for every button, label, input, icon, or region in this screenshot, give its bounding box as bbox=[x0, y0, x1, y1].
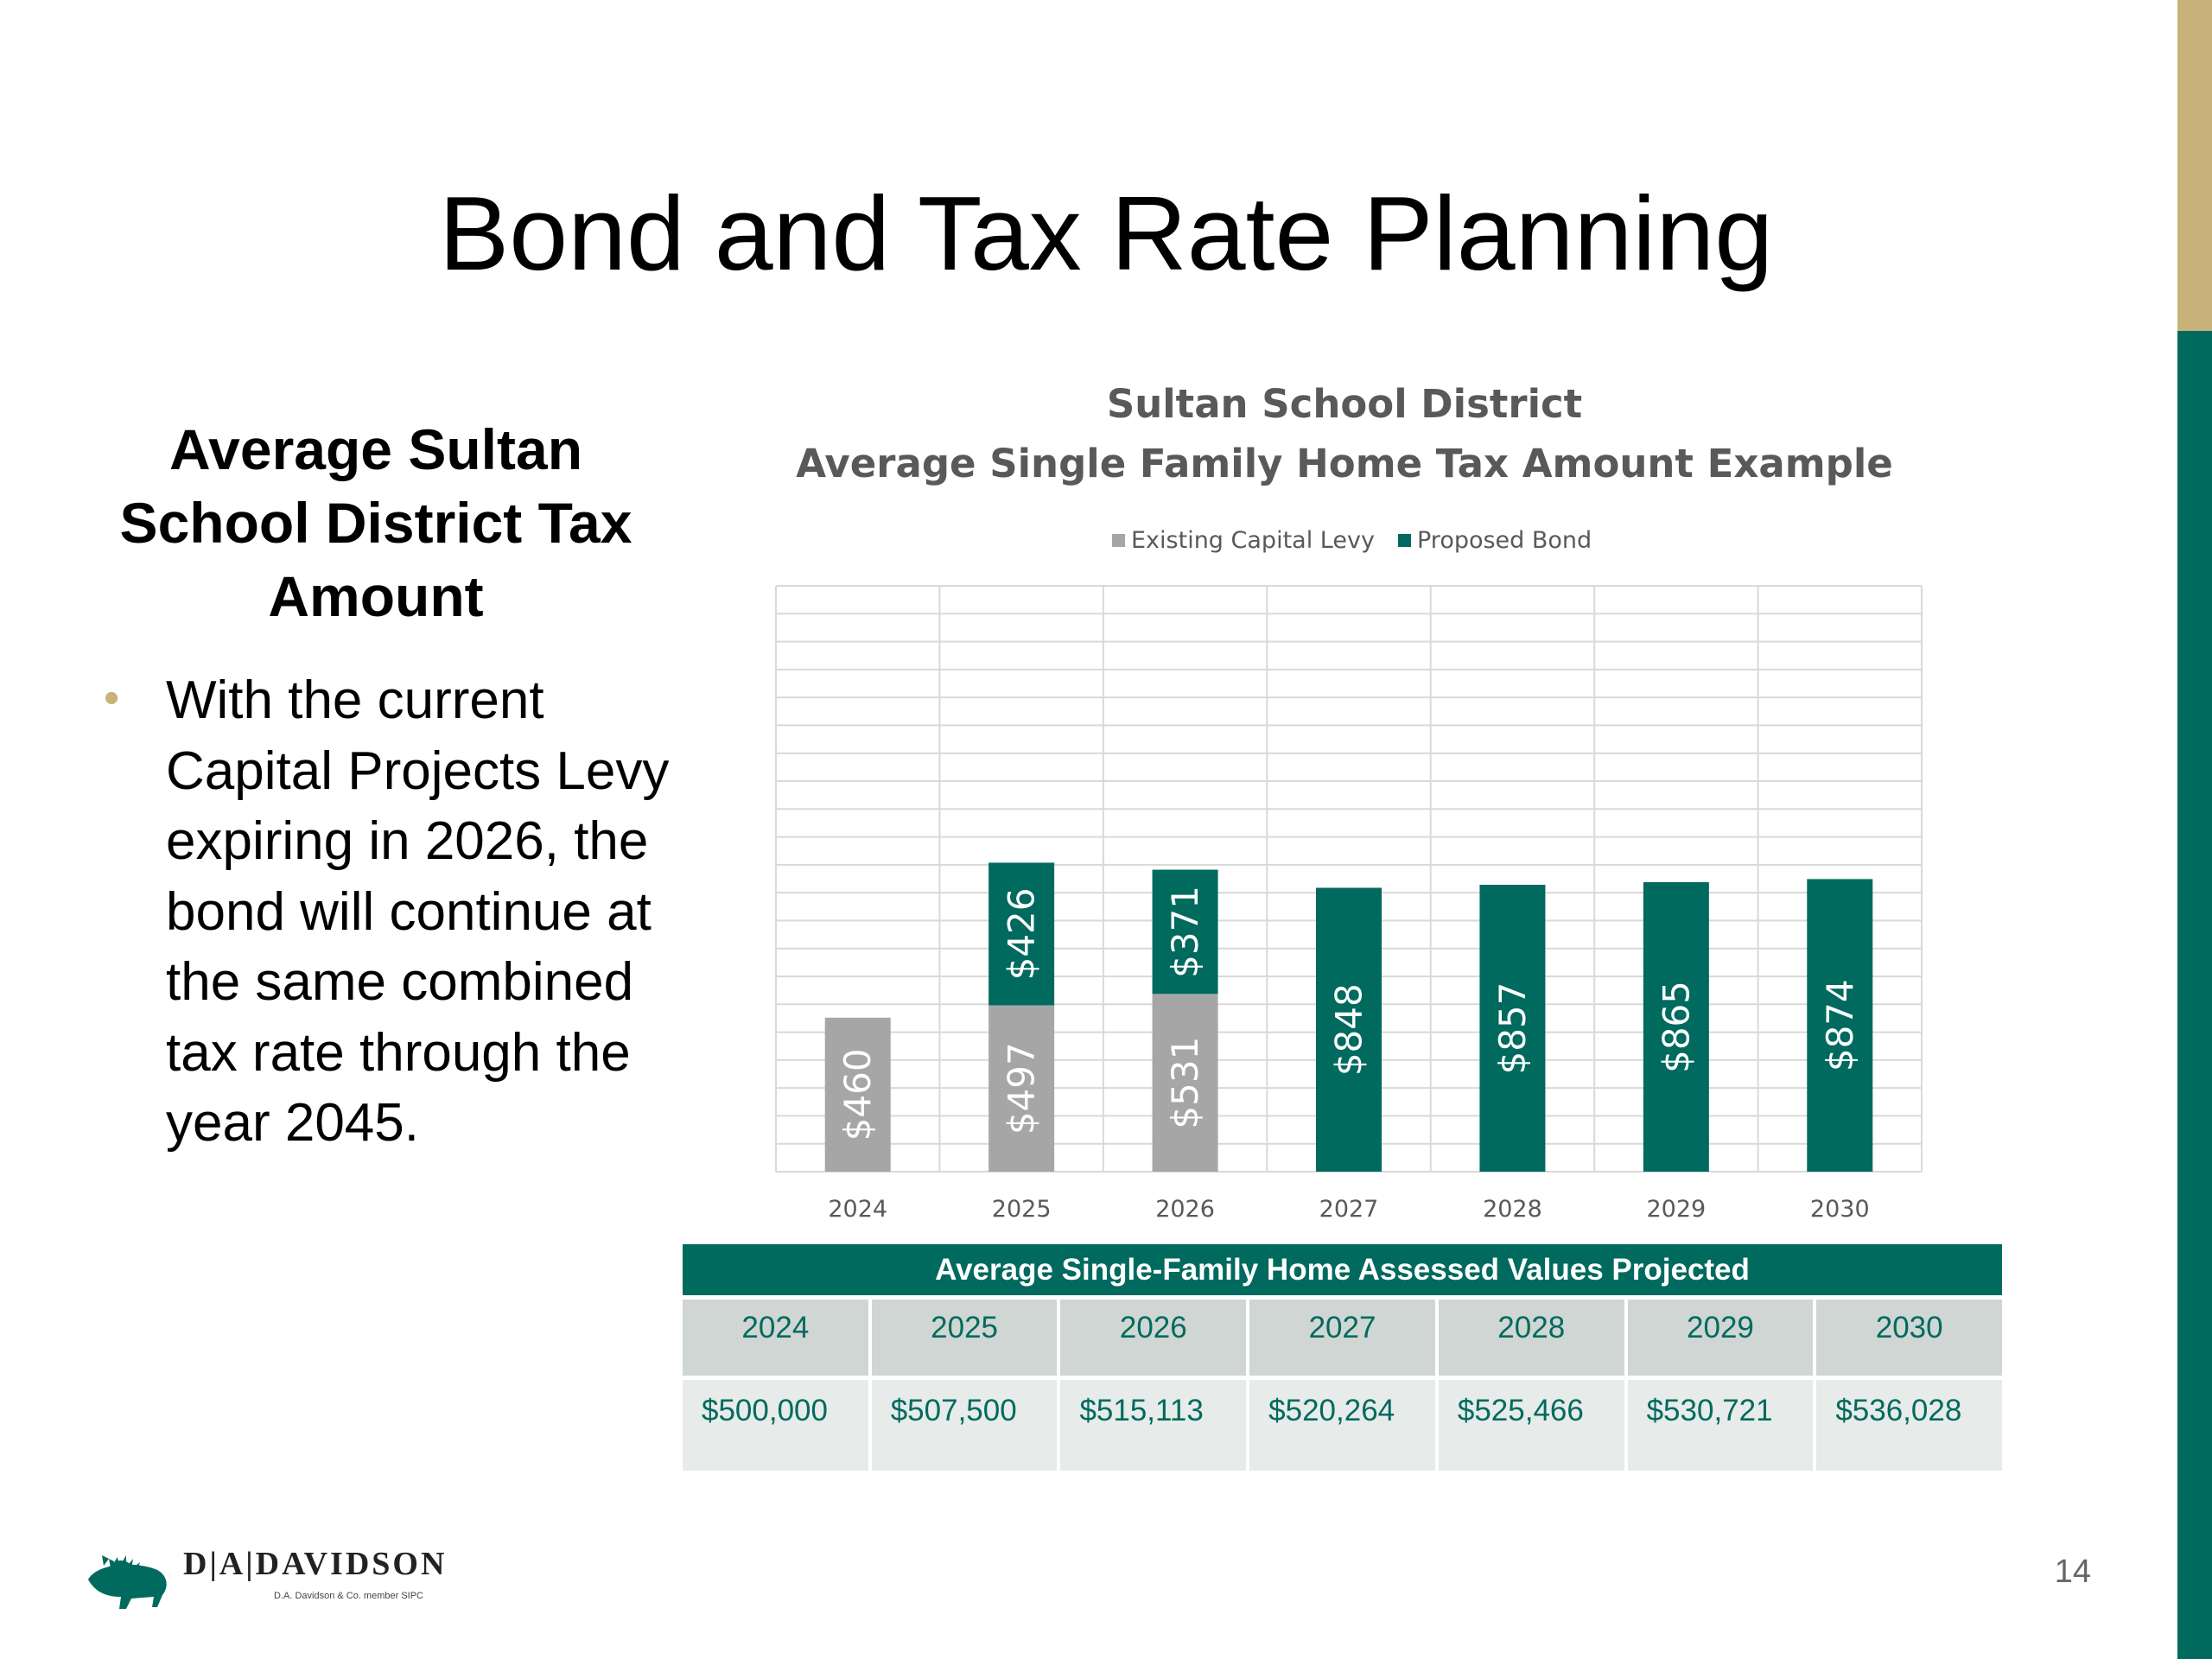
table-value-cell: $530,721 bbox=[1627, 1380, 1814, 1471]
chart-gridlines bbox=[775, 585, 1923, 1173]
bar-segment bbox=[824, 1017, 891, 1172]
left-heading: Average Sultan School District Tax Amoun… bbox=[119, 417, 632, 628]
table-year-row: 2024 2025 2026 2027 2028 2029 2030 bbox=[683, 1300, 2003, 1376]
table-value-row: $500,000 $507,500 $515,113 $520,264 $525,466… bbox=[683, 1380, 2003, 1471]
table-header: Average Single-Family Home Assessed Valu… bbox=[683, 1244, 2002, 1295]
bar-data-label: $874 bbox=[1819, 979, 1861, 1071]
bar-segment bbox=[1807, 879, 1873, 1172]
bar-segment bbox=[1479, 884, 1546, 1172]
tax-amount-chart: Sultan School District Average Single Fa… bbox=[775, 381, 1923, 1223]
x-tick-label: 2029 bbox=[1646, 1196, 1706, 1223]
bar-data-label: $460 bbox=[836, 1048, 879, 1141]
x-tick-label: 2025 bbox=[992, 1196, 1052, 1223]
table-year-cell: 2029 bbox=[1627, 1300, 1814, 1376]
chart-legend: Existing Capital Levy Proposed Bond bbox=[1112, 527, 1592, 554]
table-value-cell: $525,466 bbox=[1438, 1380, 1624, 1471]
logo-wordmark: D|A|DAVIDSON bbox=[183, 1546, 448, 1582]
bar-segment bbox=[1316, 887, 1382, 1172]
table-value-cell: $520,264 bbox=[1249, 1380, 1435, 1471]
table-year-cell: 2026 bbox=[1060, 1300, 1247, 1376]
davidson-logo: D|A|DAVIDSON D.A. Davidson & Co. member … bbox=[79, 1542, 451, 1620]
x-tick-label: 2027 bbox=[1319, 1196, 1379, 1223]
table-value-cell: $536,028 bbox=[1816, 1380, 2003, 1471]
side-accent-gold bbox=[2177, 0, 2212, 331]
bullet-text: With the current Capital Projects Levy e… bbox=[166, 671, 670, 1153]
table-value-cell: $500,000 bbox=[683, 1380, 868, 1471]
bar-segment bbox=[1152, 994, 1218, 1172]
legend-swatch bbox=[1112, 534, 1125, 547]
bar-data-label: $848 bbox=[1328, 983, 1370, 1076]
chart-bars: $460 $497 $426 $531 $371 $848 $857 $865 $874 bbox=[824, 862, 1873, 1172]
assessed-values-table: Average Single-Family Home Assessed Valu… bbox=[683, 1244, 2003, 1471]
chart-x-axis-labels: 2024 2025 2026 2027 2028 2029 2030 bbox=[828, 1196, 1869, 1223]
chart-title: Sultan School District bbox=[1107, 381, 1582, 427]
bar-segment bbox=[1152, 869, 1218, 995]
bar-data-label: $857 bbox=[1491, 982, 1534, 1075]
bar-data-label: $371 bbox=[1164, 886, 1206, 978]
bar-segment bbox=[988, 862, 1055, 1006]
legend-swatch bbox=[1398, 534, 1411, 547]
x-tick-label: 2030 bbox=[1810, 1196, 1870, 1223]
bar-data-label: $497 bbox=[1001, 1042, 1043, 1135]
table-year-cell: 2025 bbox=[871, 1300, 1058, 1376]
logo-subtitle: D.A. Davidson & Co. member SIPC bbox=[274, 1591, 424, 1601]
bar-data-label: $531 bbox=[1164, 1037, 1206, 1129]
x-tick-label: 2026 bbox=[1155, 1196, 1215, 1223]
table-year-cell: 2030 bbox=[1816, 1300, 2003, 1376]
x-tick-label: 2024 bbox=[828, 1196, 887, 1223]
chart-subtitle: Average Single Family Home Tax Amount Ex… bbox=[796, 441, 1893, 486]
bar-segment bbox=[1643, 881, 1709, 1172]
bar-segment bbox=[988, 1005, 1055, 1172]
table-year-cell: 2024 bbox=[683, 1300, 868, 1376]
page-number: 14 bbox=[2054, 1554, 2091, 1590]
bar-data-label: $426 bbox=[1001, 887, 1043, 980]
legend-label: Existing Capital Levy bbox=[1131, 527, 1375, 554]
table-year-cell: 2028 bbox=[1438, 1300, 1624, 1376]
bison-logo-icon bbox=[88, 1555, 167, 1609]
table-value-cell: $507,500 bbox=[871, 1380, 1058, 1471]
legend-label: Proposed Bond bbox=[1417, 527, 1592, 554]
table-value-cell: $515,113 bbox=[1060, 1380, 1247, 1471]
table-year-cell: 2027 bbox=[1249, 1300, 1435, 1376]
bullet-dot-icon: • bbox=[104, 673, 120, 723]
slide-title: Bond and Tax Rate Planning bbox=[438, 175, 1774, 292]
bar-data-label: $865 bbox=[1655, 981, 1697, 1073]
x-tick-label: 2028 bbox=[1483, 1196, 1542, 1223]
side-accent-green bbox=[2177, 331, 2212, 1659]
